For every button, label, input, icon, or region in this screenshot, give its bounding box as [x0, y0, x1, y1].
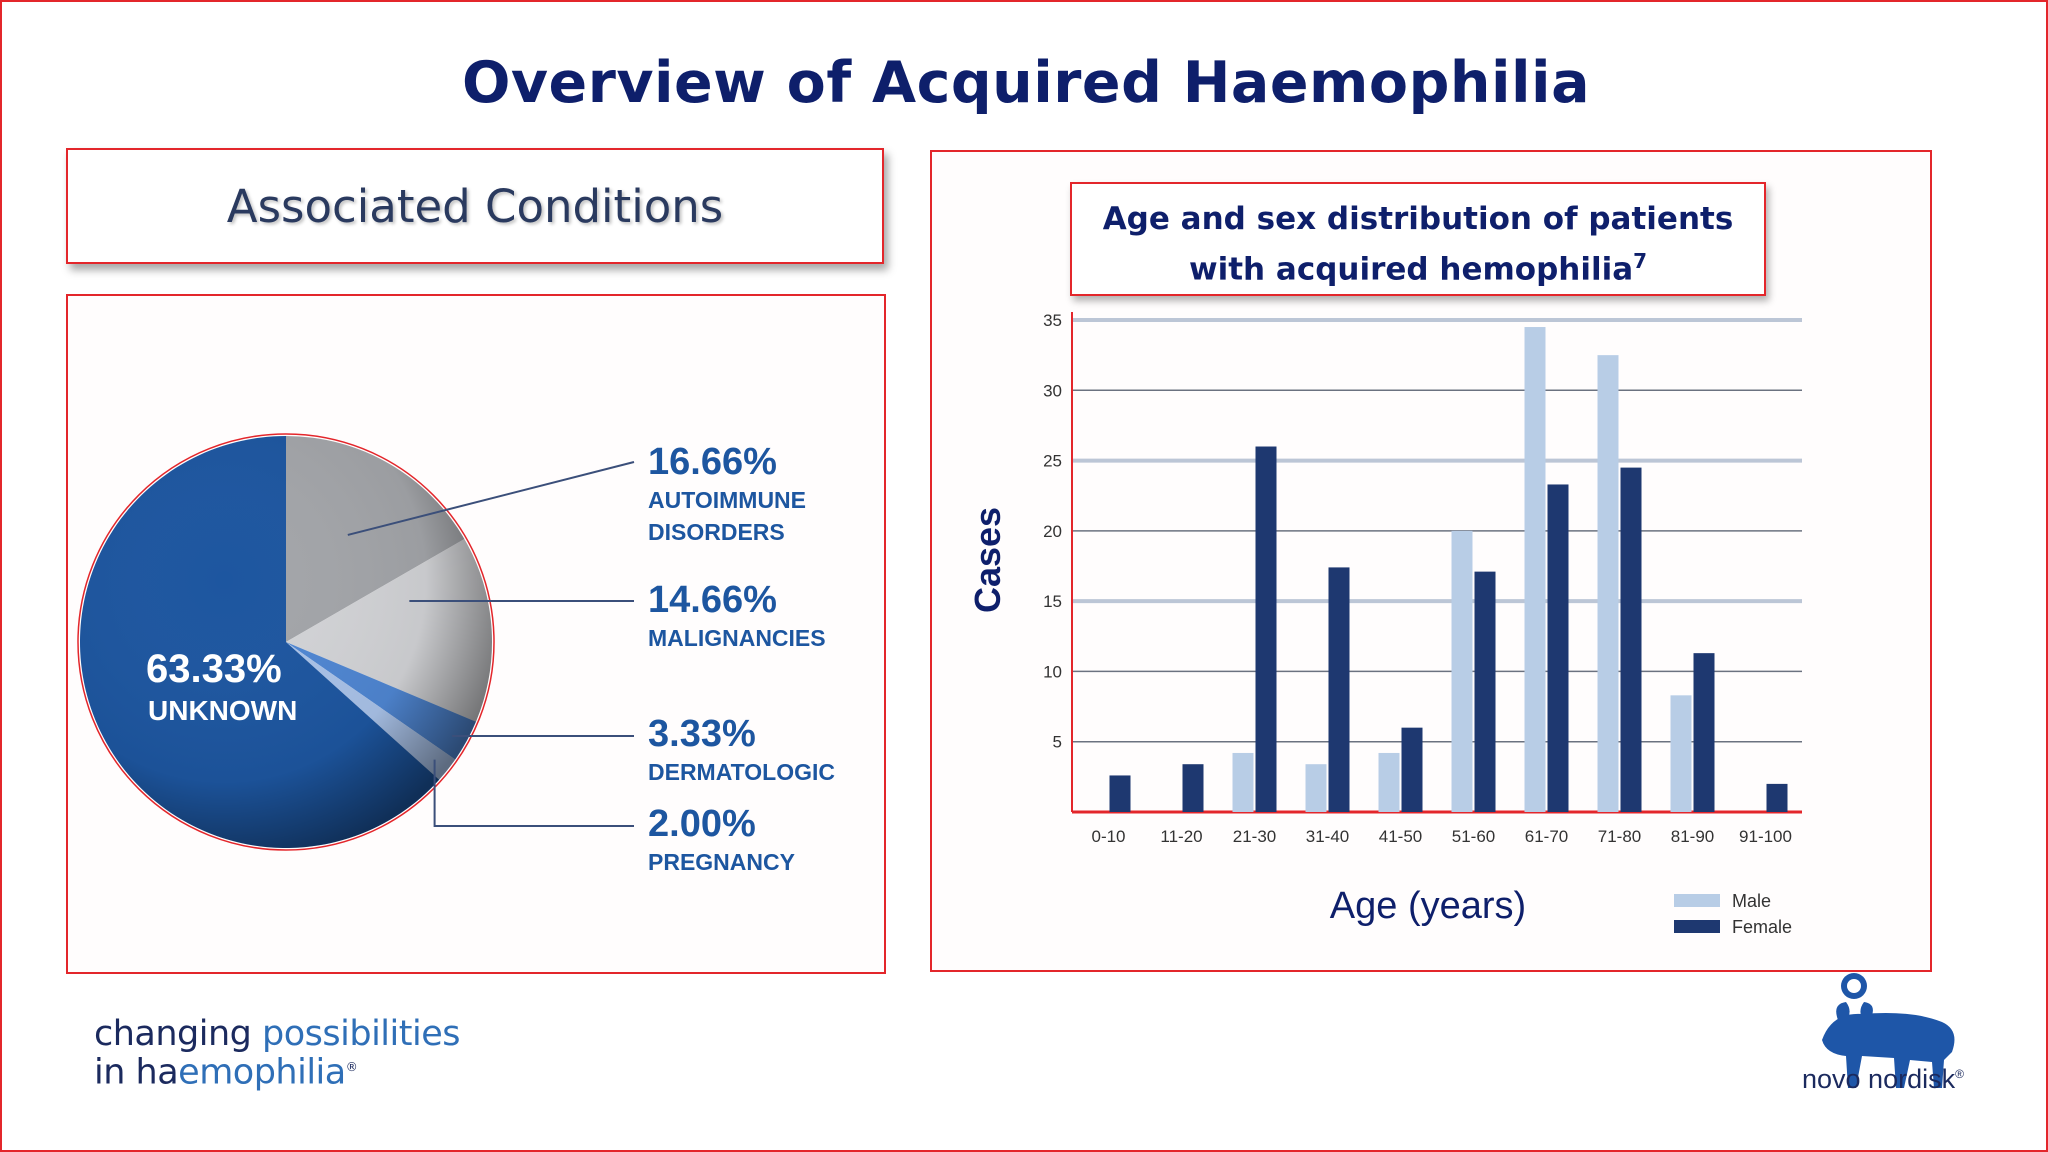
x-tick-label: 81-90 — [1671, 827, 1714, 846]
brand-tagline: changing possibilities in haemophilia® — [94, 1017, 460, 1093]
bar-female — [1255, 446, 1277, 812]
pie-outline — [77, 433, 495, 851]
tagline-part-accent: possibilities — [262, 1014, 460, 1054]
y-tick-label: 25 — [1043, 452, 1062, 471]
pie-value-label: 14.66% — [648, 579, 777, 621]
pie-value-label: 16.66% — [648, 441, 777, 483]
bar-female — [1182, 764, 1204, 812]
bar-male — [1670, 695, 1692, 812]
bar-male — [1524, 327, 1546, 812]
y-tick-label: 20 — [1043, 522, 1062, 541]
bar-female — [1401, 727, 1423, 812]
pie-value-label: 63.33% — [146, 647, 282, 691]
bar-male — [1378, 752, 1400, 812]
pie-value-label: 2.00% — [648, 803, 756, 845]
legend-label: Male — [1732, 891, 1771, 911]
x-tick-label: 51-60 — [1452, 827, 1495, 846]
pie-chart: 16.66% AUTOIMMUNE DISORDERS 14.66% MALIGNANC… — [77, 433, 835, 875]
pie-category-label: PREGNANCY — [648, 849, 795, 875]
novo-nordisk-logo-text: novo nordisk® — [1802, 1064, 1964, 1094]
bar-female — [1547, 484, 1569, 812]
bar-chart-panel: Age and sex distribution of patients wit… — [930, 150, 1932, 972]
slide-title: Overview of Acquired Haemophilia — [461, 50, 1591, 116]
tagline-mark: ® — [345, 1060, 358, 1074]
x-tick-label: 0-10 — [1091, 827, 1125, 846]
pie-category-label: DERMATOLOGIC — [648, 759, 835, 785]
legend-label: Female — [1732, 917, 1792, 937]
bar-male — [1597, 355, 1619, 812]
pie-category-label: AUTOIMMUNE — [648, 487, 806, 513]
pie-leader-line — [347, 461, 635, 536]
pie-category-label: MALIGNANCIES — [648, 625, 826, 651]
bar-chart-title: Age and sex distribution of patients wit… — [1070, 182, 1766, 296]
bar-male — [1451, 530, 1473, 812]
bar-chart-title-line2: with acquired hemophilia — [1188, 251, 1634, 288]
pie-category-label: DISORDERS — [648, 519, 785, 545]
y-axis-label: Cases — [967, 507, 1008, 613]
x-tick-label: 61-70 — [1525, 827, 1568, 846]
y-tick-label: 5 — [1053, 733, 1062, 752]
bar-female — [1693, 653, 1715, 812]
y-tick-label: 15 — [1043, 592, 1062, 611]
pie-shading — [80, 436, 492, 848]
pie-chart-panel: 16.66% AUTOIMMUNE DISORDERS 14.66% MALIGNANC… — [66, 294, 886, 974]
x-tick-label: 71-80 — [1598, 827, 1641, 846]
bar-female — [1109, 775, 1131, 812]
bar-female — [1328, 567, 1350, 812]
pie-category-label: UNKNOWN — [148, 695, 297, 726]
legend-swatch — [1674, 894, 1720, 907]
tagline-part: changing — [94, 1014, 263, 1054]
y-tick-label: 10 — [1043, 662, 1062, 681]
bar-male — [1305, 764, 1327, 812]
y-tick-label: 35 — [1043, 311, 1062, 330]
x-tick-label: 11-20 — [1160, 827, 1202, 846]
x-tick-label: 91-100 — [1739, 827, 1792, 846]
associated-conditions-label: Associated Conditions — [226, 179, 724, 233]
y-tick-label: 30 — [1043, 381, 1062, 400]
pie-leader-line — [433, 759, 634, 827]
bar-female — [1474, 571, 1496, 812]
bar-chart-title-footnote: 7 — [1633, 249, 1648, 273]
x-axis-label: Age (years) — [1330, 885, 1526, 927]
bar-male — [1232, 752, 1254, 812]
apis-bull-logo-icon — [1822, 973, 1955, 1088]
bar-female — [1766, 783, 1788, 812]
bar-chart-title-line1: Age and sex distribution of patients — [1102, 201, 1734, 237]
x-tick-label: 21-30 — [1233, 827, 1276, 846]
tagline-part-accent: emophilia — [178, 1052, 346, 1093]
associated-conditions-header: Associated Conditions — [66, 148, 884, 264]
pie-value-label: 3.33% — [648, 713, 756, 755]
legend-swatch — [1674, 920, 1720, 933]
x-tick-label: 31-40 — [1306, 827, 1349, 846]
x-tick-label: 41-50 — [1379, 827, 1422, 846]
tagline-part: in ha — [94, 1052, 179, 1093]
bar-female — [1620, 467, 1642, 812]
